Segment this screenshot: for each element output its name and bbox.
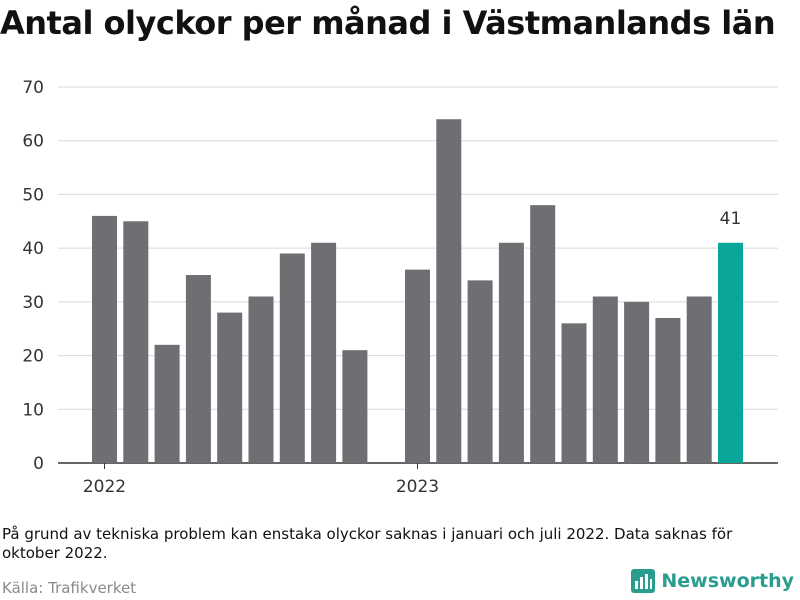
bar — [248, 296, 274, 463]
bar — [686, 296, 712, 463]
bar — [467, 280, 493, 463]
bar — [498, 242, 524, 463]
y-tick-label: 0 — [33, 454, 44, 474]
bar — [342, 350, 368, 463]
footnote: På grund av tekniska problem kan enstaka… — [2, 525, 733, 562]
bar — [436, 119, 462, 463]
data-label: 41 — [720, 209, 742, 229]
y-tick-label: 30 — [22, 293, 44, 313]
y-tick-label: 10 — [22, 400, 44, 420]
bar — [655, 317, 681, 463]
bar — [185, 275, 211, 463]
bar — [592, 296, 618, 463]
x-axis-ticks: 2022 2023 — [83, 463, 439, 497]
bar — [405, 269, 430, 463]
bar — [311, 242, 337, 463]
bar — [561, 323, 587, 463]
bar-chart: 0 10 20 30 40 50 60 70 2022 2023 41 — [22, 78, 778, 497]
chart-title: Antal olyckor per månad i Västmanlands l… — [0, 4, 776, 42]
bar — [530, 205, 556, 463]
y-tick-label: 20 — [22, 347, 44, 367]
brand-name: Newsworthy — [661, 570, 794, 592]
bar — [624, 301, 650, 463]
bar-chart-logo-icon — [631, 569, 656, 593]
source-text: Källa: Trafikverket — [2, 579, 137, 597]
x-tick-label: 2022 — [83, 477, 126, 497]
y-tick-label: 50 — [22, 185, 44, 205]
data-labels: 41 — [720, 209, 742, 229]
bars — [92, 119, 743, 463]
bar — [217, 312, 243, 463]
y-tick-label: 40 — [22, 239, 44, 259]
newsworthy-logo[interactable]: Newsworthy — [631, 569, 794, 593]
x-tick-label: 2023 — [396, 477, 439, 497]
bar — [123, 221, 149, 463]
bar — [154, 344, 180, 463]
bar — [279, 253, 305, 463]
y-tick-label: 70 — [22, 78, 44, 98]
y-tick-label: 60 — [22, 132, 44, 152]
y-axis-ticks: 0 10 20 30 40 50 60 70 — [22, 78, 44, 474]
bar — [92, 215, 117, 463]
bar — [718, 242, 743, 463]
